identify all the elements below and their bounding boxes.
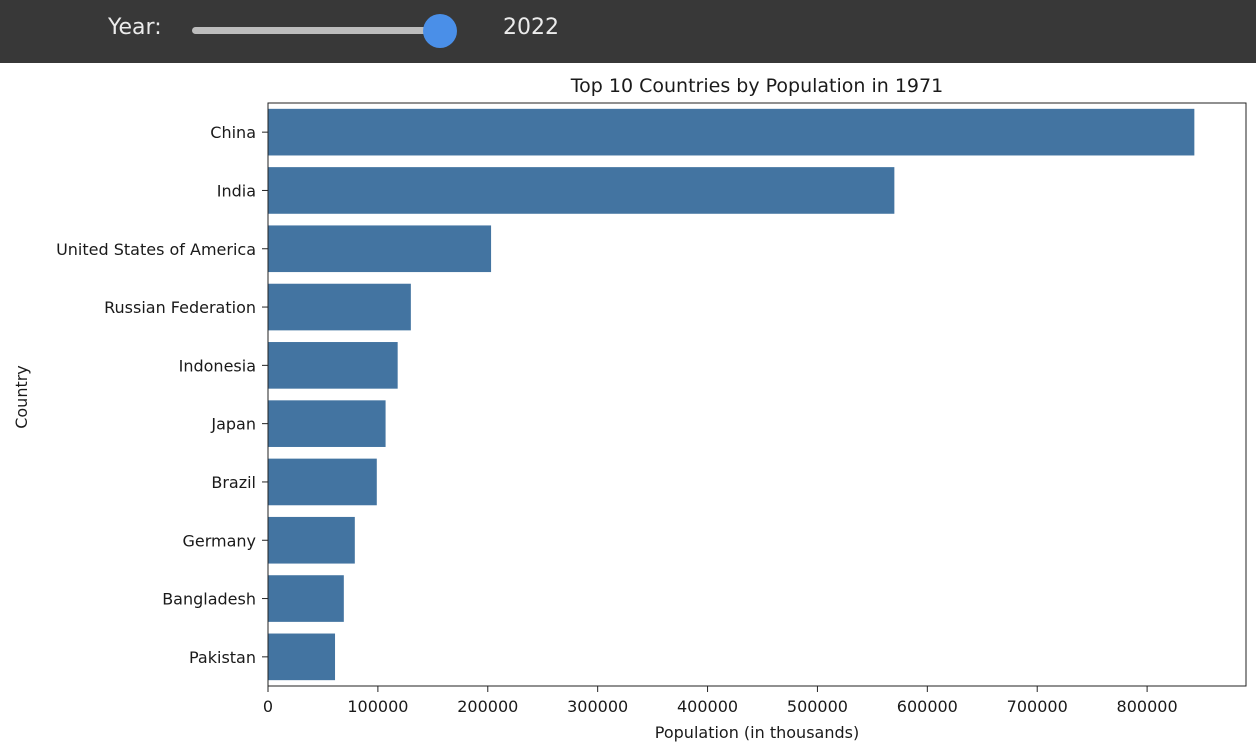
y-tick-label: Indonesia xyxy=(179,356,256,375)
chart-title: Top 10 Countries by Population in 1971 xyxy=(570,75,943,97)
y-ticks-group: China India United States of America Russia… xyxy=(56,123,268,667)
x-tick-label: 100000 xyxy=(347,697,408,716)
y-tick-label: Pakistan xyxy=(189,648,256,667)
x-tick-label: 300000 xyxy=(567,697,628,716)
y-axis-label: Country xyxy=(12,365,31,429)
x-tick-label: 0 xyxy=(263,697,273,716)
x-tick-label: 500000 xyxy=(787,697,848,716)
year-slider-thumb[interactable] xyxy=(423,14,457,48)
bar-india xyxy=(268,167,895,214)
year-slider-track[interactable] xyxy=(192,27,440,34)
bar-japan xyxy=(268,400,386,447)
x-tick-label: 400000 xyxy=(677,697,738,716)
y-tick-label: Russian Federation xyxy=(104,298,256,317)
y-tick-label: Japan xyxy=(210,415,256,434)
bars-group xyxy=(268,108,1195,681)
bar-bangladesh xyxy=(268,575,344,622)
y-tick-label: Brazil xyxy=(211,473,256,492)
y-tick-label: Bangladesh xyxy=(162,590,256,609)
population-bar-chart: Top 10 Countries by Population in 1971 C… xyxy=(12,75,1247,742)
bar-indonesia xyxy=(268,342,398,389)
y-tick-label: India xyxy=(217,181,256,200)
bar-united-states-of-america xyxy=(268,225,492,273)
y-tick-label: China xyxy=(210,123,256,142)
bar-pakistan xyxy=(268,633,336,681)
y-tick-label: Germany xyxy=(182,531,256,550)
x-tick-label: 700000 xyxy=(1007,697,1068,716)
x-tick-label: 600000 xyxy=(897,697,958,716)
y-tick-label: United States of America xyxy=(56,240,256,259)
chart-area: Top 10 Countries by Population in 1971 C… xyxy=(0,63,1256,752)
bar-germany xyxy=(268,516,355,564)
controls-bar: Year: 2022 xyxy=(0,0,1256,63)
year-value: 2022 xyxy=(503,15,559,40)
year-label: Year: xyxy=(108,15,162,40)
bar-brazil xyxy=(268,458,377,506)
x-tick-label: 200000 xyxy=(457,697,518,716)
x-tick-label: 800000 xyxy=(1117,697,1178,716)
x-ticks-group: 0 100000 200000 300000 400000 500000 600000 700… xyxy=(263,686,1178,716)
plot-frame xyxy=(267,102,1247,687)
bar-china xyxy=(268,108,1195,156)
bar-russian-federation xyxy=(268,283,411,331)
x-axis-label: Population (in thousands) xyxy=(655,723,859,742)
